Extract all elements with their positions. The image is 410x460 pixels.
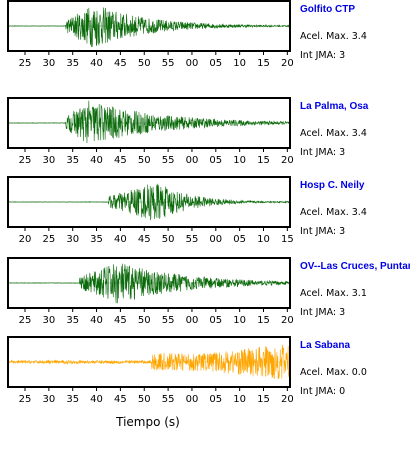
jma-intensity: Int JMA: 3 [300,307,345,318]
x-tick-label: 55 [162,58,175,69]
x-tick-label: 45 [114,155,127,166]
accel-max: Acel. Max. 0.0 [300,367,367,378]
x-tick-label: 05 [209,58,222,69]
panel-3: 25 30 35 40 45 50 55 00 05 10 15 20 OV--Las Cruces, … [7,257,410,326]
panel-frame [7,97,291,149]
station-name: OV--Las Cruces, Puntar [300,261,410,272]
x-tick-label: 20 [281,394,294,405]
x-tick-label: 50 [138,394,151,405]
accel-max: Acel. Max. 3.1 [300,288,367,299]
x-tick-label: 50 [138,315,151,326]
x-tick-label: 35 [66,315,79,326]
x-tick-label: 50 [138,155,151,166]
panel-0: 25 30 35 40 45 50 55 00 05 10 15 20 Golfito CTP Acel.… [7,0,367,69]
jma-intensity: Int JMA: 3 [300,147,345,158]
x-tick-label: 10 [257,234,270,245]
x-tick-label: 15 [257,394,270,405]
x-tick-label: 00 [209,234,222,245]
panel-2: 20 25 30 35 40 45 50 55 00 05 10 15 Hosp C. Neily Ace… [7,176,367,245]
panel-frame [7,176,291,228]
panel-1: 25 30 35 40 45 50 55 00 05 10 15 20 La Palma, Osa Ace… [7,97,369,166]
x-tick-label: 15 [257,155,270,166]
x-tick-label: 00 [186,155,199,166]
x-tick-label: 40 [90,58,103,69]
station-name: La Palma, Osa [300,101,369,112]
accel-max: Acel. Max. 3.4 [300,207,367,218]
x-tick-label: 25 [19,155,32,166]
panel-4: 25 30 35 40 45 50 55 00 05 10 15 20 La Sabana Acel. M… [7,336,367,405]
x-tick-label: 05 [233,234,246,245]
x-tick-label: 00 [186,315,199,326]
x-tick-label: 40 [90,155,103,166]
x-tick-label: 20 [281,315,294,326]
waveform [7,344,291,380]
station-name: La Sabana [300,340,350,351]
x-tick-label: 05 [209,315,222,326]
x-tick-label: 05 [209,394,222,405]
x-tick-label: 40 [114,234,127,245]
x-tick-label: 00 [186,394,199,405]
x-tick-label: 00 [186,58,199,69]
x-tick-label: 25 [42,234,55,245]
x-tick-label: 30 [66,234,79,245]
x-tick-label: 25 [19,394,32,405]
accel-max: Acel. Max. 3.4 [300,128,367,139]
x-tick-label: 25 [19,315,32,326]
x-tick-label: 50 [162,234,175,245]
waveform [7,263,291,304]
x-tick-label: 45 [114,394,127,405]
x-tick-label: 15 [257,58,270,69]
x-tick-label: 30 [42,394,55,405]
x-tick-label: 10 [233,58,246,69]
jma-intensity: Int JMA: 0 [300,386,345,397]
x-tick-label: 20 [281,58,294,69]
x-tick-label: 30 [42,155,55,166]
station-name: Golfito CTP [300,4,355,15]
panel-frame [7,0,291,52]
x-tick-label: 45 [114,315,127,326]
station-name: Hosp C. Neily [300,180,365,191]
panel-frame [7,336,291,388]
x-tick-label: 55 [162,394,175,405]
x-tick-label: 40 [90,315,103,326]
x-tick-label: 30 [42,315,55,326]
x-tick-label: 35 [66,394,79,405]
x-tick-label: 35 [66,58,79,69]
waveform [7,100,291,144]
x-tick-label: 20 [19,234,32,245]
x-tick-label: 35 [90,234,103,245]
x-tick-label: 10 [233,155,246,166]
x-tick-label: 10 [233,315,246,326]
x-tick-label: 45 [114,58,127,69]
panel-frame [7,257,291,309]
x-tick-label: 10 [233,394,246,405]
waveform [7,183,291,221]
x-tick-label: 55 [162,315,175,326]
accel-max: Acel. Max. 3.4 [300,31,367,42]
x-tick-label: 15 [281,234,294,245]
x-tick-label: 45 [138,234,151,245]
jma-intensity: Int JMA: 3 [300,226,345,237]
x-tick-label: 30 [42,58,55,69]
x-tick-label: 55 [162,155,175,166]
jma-intensity: Int JMA: 3 [300,50,345,61]
x-tick-label: 25 [19,58,32,69]
x-tick-label: 55 [186,234,199,245]
x-tick-label: 40 [90,394,103,405]
x-tick-label: 05 [209,155,222,166]
waveform [7,7,291,48]
x-tick-label: 35 [66,155,79,166]
x-axis-title: Tiempo (s) [115,415,180,429]
x-tick-label: 15 [257,315,270,326]
x-tick-label: 20 [281,155,294,166]
x-tick-label: 50 [138,58,151,69]
